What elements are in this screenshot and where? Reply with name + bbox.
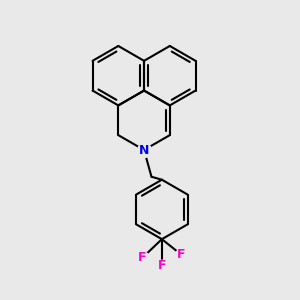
Text: N: N (139, 143, 149, 157)
Text: F: F (158, 260, 166, 272)
Text: F: F (177, 248, 185, 261)
Text: F: F (138, 251, 147, 264)
